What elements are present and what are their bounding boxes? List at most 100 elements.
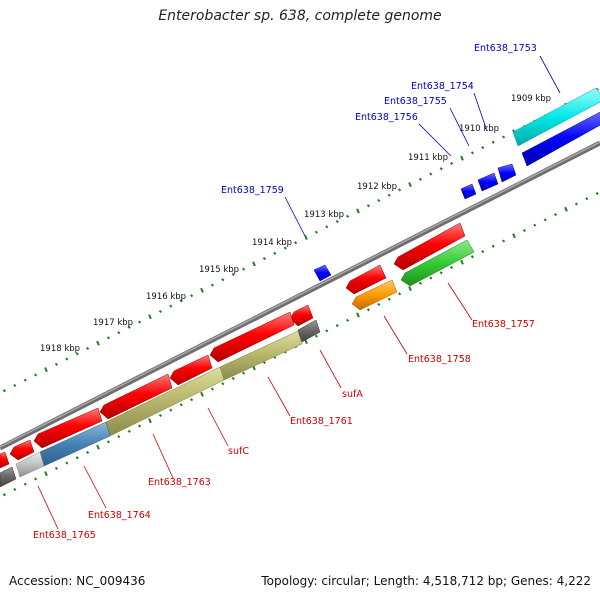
- feature-red-4[interactable]: [209, 311, 295, 363]
- gene-ent638-1765[interactable]: [15, 451, 45, 478]
- scale-labels: 1909 kbp 1910 kbp 1911 kbp 1912 kbp 1913…: [40, 94, 551, 354]
- scale-label-1912: 1912 kbp: [357, 182, 397, 192]
- minor-tick: [138, 320, 142, 324]
- label-ent638-1759[interactable]: Ent638_1759: [221, 185, 284, 196]
- major-tick: [356, 208, 360, 214]
- major-tick: [304, 235, 308, 240]
- major-tick: [356, 312, 360, 318]
- reverse-strand-colored-row: [0, 239, 475, 488]
- major-tick: [460, 155, 464, 161]
- minor-tick: [65, 357, 69, 361]
- minor-tick: [314, 334, 318, 338]
- minor-tick: [398, 292, 402, 296]
- minor-tick: [429, 276, 433, 280]
- scale-label-1918: 1918 kbp: [40, 344, 80, 354]
- forward-tick-row: [2, 87, 599, 393]
- minor-tick: [65, 461, 69, 465]
- label-ent638-1758[interactable]: Ent638_1758: [408, 354, 471, 365]
- label-ent638-1763[interactable]: Ent638_1763: [148, 477, 211, 488]
- scale-label-1914: 1914 kbp: [252, 238, 292, 248]
- minor-tick: [283, 246, 287, 250]
- label-sufc[interactable]: sufC: [228, 446, 249, 457]
- minor-tick: [314, 230, 318, 234]
- feature-red-6[interactable]: [99, 373, 173, 420]
- label-ent638-1765[interactable]: Ent638_1765: [33, 530, 96, 541]
- minor-tick: [439, 167, 443, 171]
- major-tick: [564, 206, 568, 212]
- genome-backbone: [0, 140, 600, 451]
- minor-tick: [158, 309, 162, 314]
- feature-red-5[interactable]: [169, 354, 213, 386]
- label-ent638-1754[interactable]: Ent638_1754: [411, 81, 474, 92]
- minor-tick: [106, 440, 110, 444]
- label-ent638-1756[interactable]: Ent638_1756: [355, 112, 418, 123]
- minor-tick: [23, 378, 27, 382]
- minor-tick: [127, 325, 131, 329]
- feature-red-7[interactable]: [33, 407, 103, 449]
- minor-tick: [366, 308, 370, 312]
- label-ent638-1755[interactable]: Ent638_1755: [384, 96, 447, 107]
- minor-tick: [346, 318, 350, 322]
- minor-tick: [502, 239, 506, 243]
- gene-ent638-1758[interactable]: [351, 279, 398, 311]
- feature-red-8[interactable]: [9, 439, 35, 461]
- minor-tick: [450, 161, 454, 166]
- minor-tick: [522, 228, 526, 233]
- label-ent638-1757[interactable]: Ent638_1757: [472, 319, 535, 330]
- minor-tick: [470, 151, 474, 155]
- minor-tick: [418, 281, 422, 285]
- minor-tick: [179, 403, 183, 407]
- minor-tick: [86, 346, 90, 351]
- minor-tick: [75, 456, 79, 460]
- minor-tick: [86, 450, 90, 455]
- gene-ent638-1754[interactable]: [497, 163, 517, 183]
- feature-red-9[interactable]: [0, 451, 10, 469]
- minor-tick: [169, 408, 173, 412]
- minor-tick: [335, 219, 339, 224]
- minor-tick: [325, 225, 329, 229]
- gene-ent638-1759[interactable]: [313, 264, 332, 282]
- minor-tick: [377, 302, 381, 307]
- scale-label-1913: 1913 kbp: [304, 210, 344, 220]
- minor-tick: [481, 249, 485, 254]
- major-tick: [408, 182, 412, 188]
- major-tick: [148, 314, 152, 320]
- minor-tick: [439, 271, 443, 275]
- label-ent638-1764[interactable]: Ent638_1764: [88, 510, 151, 521]
- minor-tick: [106, 336, 110, 340]
- major-tick: [252, 261, 256, 267]
- minor-tick: [54, 362, 58, 366]
- minor-tick: [54, 466, 58, 470]
- label-sufa[interactable]: sufA: [342, 389, 363, 400]
- gene-ent638-1755[interactable]: [477, 172, 499, 192]
- label-ent638-1761[interactable]: Ent638_1761: [290, 416, 353, 427]
- gene-ent638-1756[interactable]: [460, 183, 477, 200]
- minor-tick: [13, 487, 17, 492]
- minor-tick: [242, 267, 246, 271]
- minor-tick: [2, 493, 6, 497]
- minor-tick: [179, 299, 183, 303]
- minor-tick: [231, 376, 235, 381]
- gene-sufa[interactable]: [297, 319, 321, 343]
- minor-tick: [346, 214, 350, 218]
- minor-tick: [158, 413, 162, 418]
- feature-red-1[interactable]: [393, 222, 466, 271]
- major-tick: [96, 340, 100, 346]
- minor-tick: [450, 265, 454, 270]
- minor-tick: [418, 177, 422, 181]
- minor-tick: [190, 294, 194, 298]
- forward-gene-labels: Ent638_1753 Ent638_1754 Ent638_1755 Ent6…: [221, 43, 561, 237]
- feature-gray-edge[interactable]: [0, 466, 17, 488]
- minor-tick: [117, 331, 121, 335]
- label-ent638-1753[interactable]: Ent638_1753: [474, 43, 537, 54]
- minor-tick: [221, 382, 225, 386]
- scale-label-1916: 1916 kbp: [146, 292, 186, 302]
- footer-summary: Topology: circular; Length: 4,518,712 bp…: [261, 574, 591, 588]
- minor-tick: [502, 135, 506, 139]
- gene-ent638-1757[interactable]: [400, 239, 475, 287]
- gene-ent638-1753[interactable]: [512, 87, 600, 147]
- feature-red-2[interactable]: [345, 264, 387, 295]
- gene-ent638-1753-cont[interactable]: [521, 110, 600, 167]
- minor-tick: [34, 477, 38, 481]
